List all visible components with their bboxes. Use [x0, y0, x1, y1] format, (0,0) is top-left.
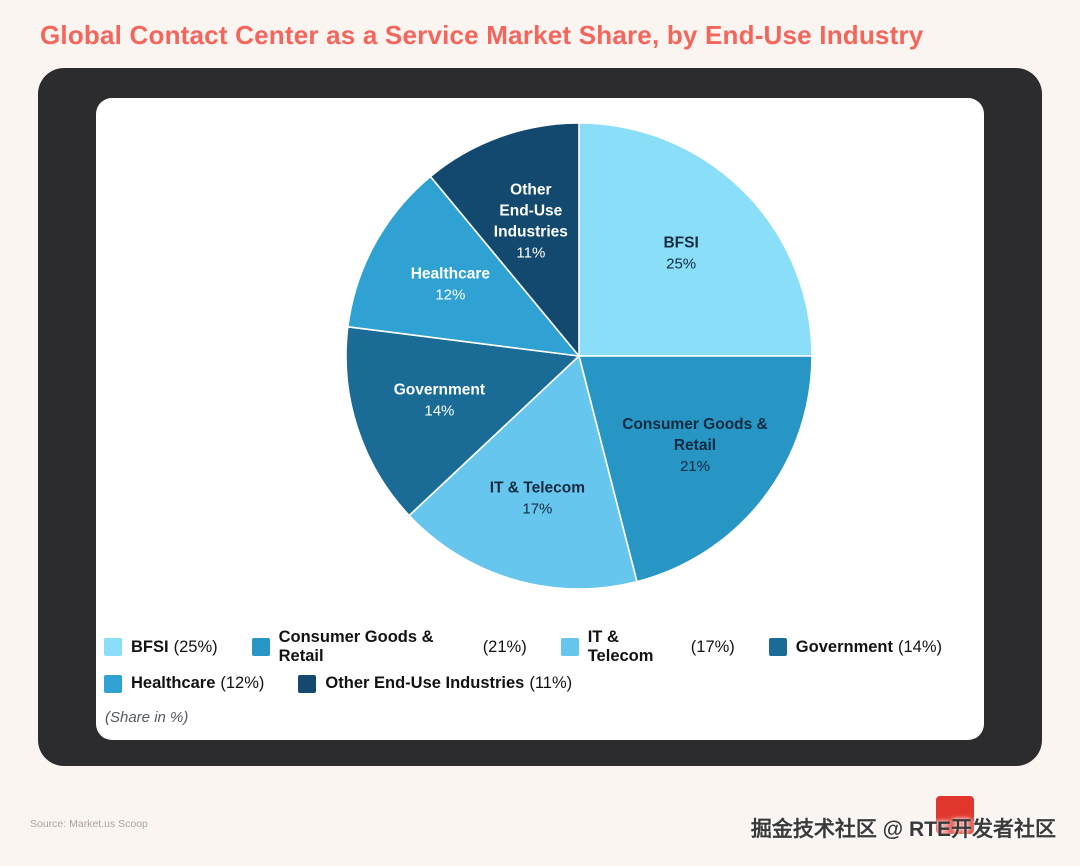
pie-svg	[345, 122, 813, 590]
legend-percent-government: (14%)	[897, 637, 942, 656]
juejin-logo-icon	[936, 796, 974, 834]
watermark-text: 掘金技术社区 @ RTE开发者社区	[750, 818, 1056, 841]
page-title: Global Contact Center as a Service Marke…	[40, 20, 924, 50]
pie-slice-consumer-goods-retail	[578, 355, 813, 583]
legend-item-healthcare: Healthcare (12%)	[104, 674, 264, 693]
legend-row: Healthcare (12%) Other End-Use Industries(…	[104, 674, 976, 693]
legend-percent-bfsi: (25%)	[173, 637, 218, 656]
source-text: Source: Market.us Scoop	[30, 818, 148, 830]
legend-item-government: Government (14%)	[768, 637, 942, 657]
watermark: 掘金技术社区 @ RTE开发者社区	[750, 796, 1056, 848]
legend-label-it-telecom: IT & Telecom	[587, 628, 654, 665]
legend-swatch-healthcare	[104, 674, 122, 693]
chart-legend: BFSI (25%) Consumer Goods & Retail (21%) IT …	[104, 628, 976, 701]
legend-label-consumer-goods-retail: Consumer Goods & Retail	[278, 628, 434, 665]
pie-chart: BFSI 25% Consumer Goods & Retail 21% IT & Tel…	[343, 120, 815, 592]
legend-item-it-telecom: IT & Telecom (17%)	[560, 628, 735, 666]
legend-label-healthcare: Healthcare	[131, 674, 216, 692]
pie-slice-it-telecom	[408, 355, 638, 590]
legend-percent-healthcare: (12%)	[220, 674, 265, 692]
pie-slice-healthcare	[347, 175, 580, 357]
legend-item-other-end-use-industries: Other End-Use Industries (11%)	[298, 674, 572, 693]
legend-swatch-bfsi	[104, 638, 122, 656]
pie-slice-bfsi	[578, 122, 813, 357]
legend-item-bfsi: BFSI (25%)	[104, 638, 218, 657]
legend-swatch-consumer-goods-retail	[251, 638, 270, 656]
chart-frame: BFSI 25% Consumer Goods & Retail 21% IT & Tel…	[38, 68, 1042, 766]
legend-percent-consumer-goods-retail: (21%)	[482, 637, 527, 656]
share-note: (Share in %)	[105, 709, 189, 726]
legend-row: BFSI (25%) Consumer Goods & Retail (21%) IT …	[104, 628, 976, 666]
pie-slice-other-end-use-industries	[429, 122, 580, 357]
legend-swatch-government	[768, 638, 787, 656]
legend-percent-it-telecom: (17%)	[690, 637, 735, 656]
pie-slice-government	[345, 325, 580, 517]
legend-item-consumer-goods-retail: Consumer Goods & Retail (21%)	[251, 628, 527, 666]
legend-label-government: Government	[795, 637, 893, 656]
legend-label-other-end-use-industries: Other End-Use Industries	[325, 674, 525, 692]
legend-label-bfsi: BFSI	[131, 637, 169, 656]
legend-swatch-it-telecom	[560, 638, 579, 656]
chart-card: BFSI 25% Consumer Goods & Retail 21% IT & Tel…	[96, 98, 984, 740]
legend-swatch-other-end-use-industries	[298, 674, 317, 693]
legend-percent-other-end-use-industries: (11%)	[529, 674, 573, 692]
